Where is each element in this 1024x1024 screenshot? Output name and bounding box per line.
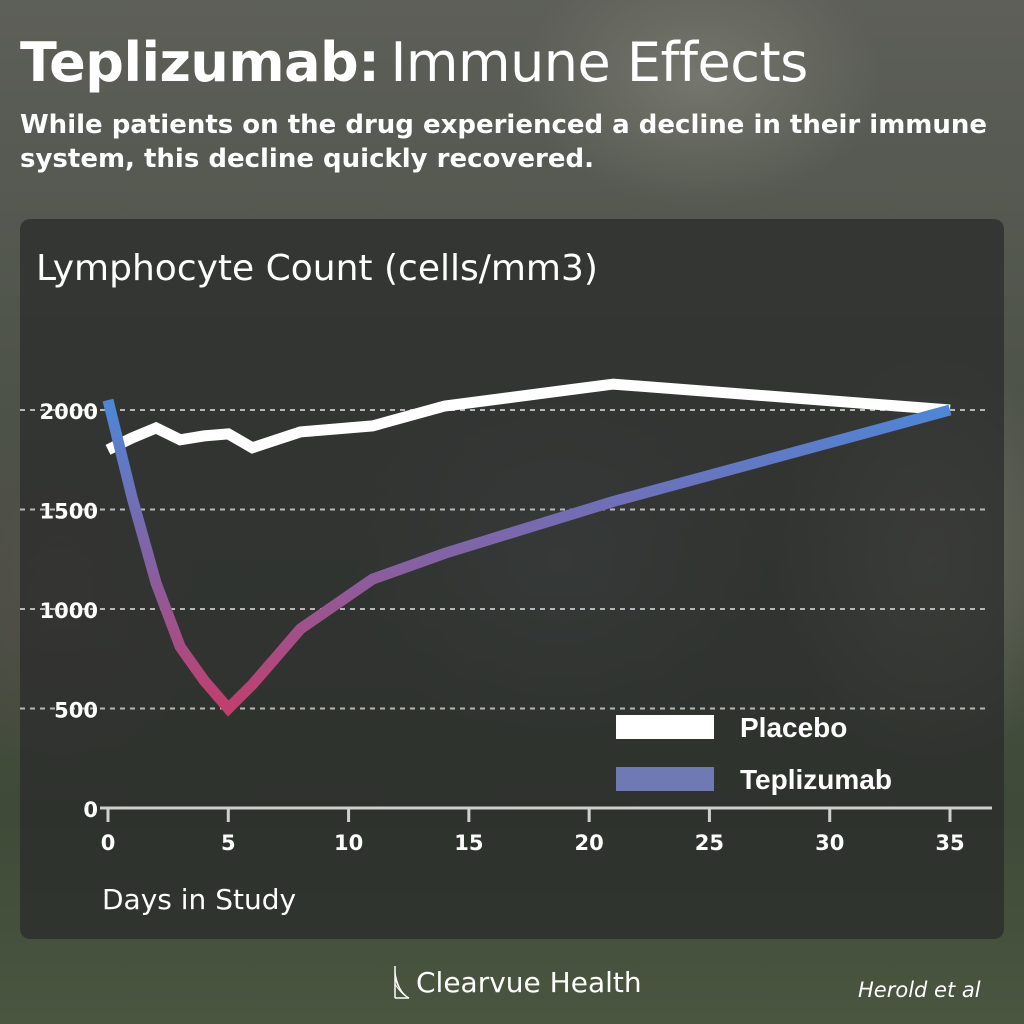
x-tick-label: 25	[695, 831, 724, 855]
citation: Herold et al	[858, 978, 981, 1002]
clearvue-logo-icon	[394, 966, 410, 999]
y-tick-label: 0	[83, 798, 98, 822]
x-tick-label: 15	[454, 831, 483, 855]
page-title-drug: Teplizumab:	[20, 31, 380, 94]
chart-panel	[20, 219, 1004, 939]
brand: Clearvue Health	[394, 962, 642, 1002]
series-line-teplizumab	[102, 398, 952, 717]
y-tick-label: 2000	[40, 400, 98, 424]
x-tick-label: 20	[575, 831, 604, 855]
page-title: Teplizumab: Immune Effects	[20, 22, 1004, 104]
x-tick-label: 10	[334, 831, 363, 855]
legend-label-teplizumab: Teplizumab	[740, 764, 892, 795]
y-tick-label: 500	[54, 699, 98, 723]
x-axis-label: Days in Study	[102, 883, 297, 916]
x-tick-label: 30	[815, 831, 844, 855]
y-tick-label: 1000	[40, 599, 98, 623]
legend-swatch-placebo	[616, 715, 714, 739]
series-line-placebo	[105, 378, 951, 455]
x-tick-label: 0	[101, 831, 116, 855]
header: Teplizumab: Immune Effects While patient…	[20, 22, 1004, 176]
page-subtitle: While patients on the drug experienced a…	[20, 110, 988, 174]
x-tick-label: 35	[935, 831, 964, 855]
chart-title: Lymphocyte Count (cells/mm3)	[36, 248, 598, 289]
legend-swatch-teplizumab	[616, 767, 714, 791]
y-tick-label: 1500	[40, 500, 98, 524]
legend-label-placebo: Placebo	[740, 712, 847, 743]
page-title-topic: Immune Effects	[390, 31, 808, 94]
brand-name: Clearvue Health	[416, 965, 642, 999]
x-tick-label: 5	[221, 831, 236, 855]
